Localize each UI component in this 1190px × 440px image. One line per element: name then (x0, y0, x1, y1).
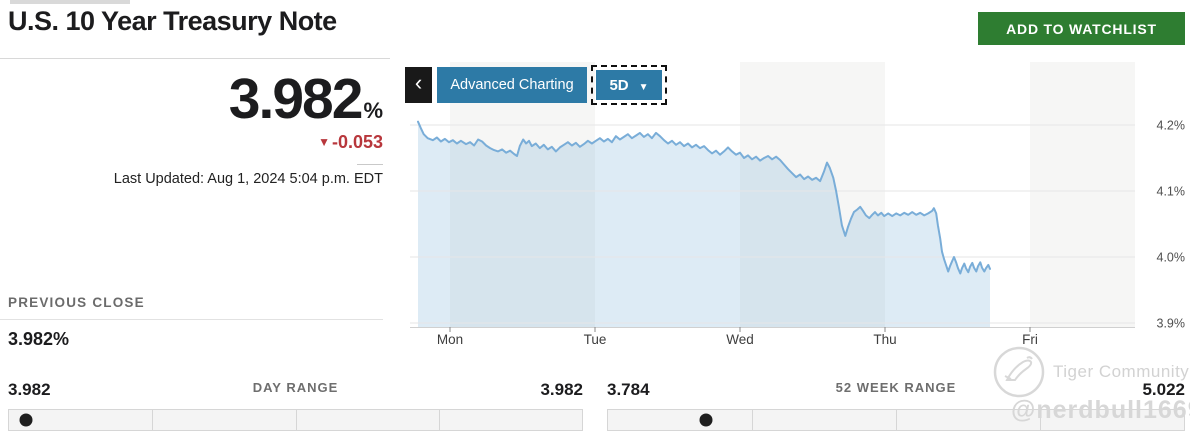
add-to-watchlist-button[interactable]: ADD TO WATCHLIST (978, 12, 1185, 45)
quote-unit: % (363, 98, 383, 123)
day-range-section: 3.982 DAY RANGE 3.982 (8, 380, 583, 431)
svg-text:3.9%: 3.9% (1157, 317, 1186, 331)
bar-divider (896, 410, 897, 430)
svg-text:Tue: Tue (584, 332, 607, 347)
svg-text:4.1%: 4.1% (1157, 185, 1186, 199)
previous-close-section: PREVIOUS CLOSE 3.982% (0, 295, 383, 350)
day-range-bar (8, 409, 583, 431)
quote-value-row: 3.982% (0, 67, 383, 131)
week52-range-label: 52 WEEK RANGE (835, 380, 957, 395)
svg-text:4.0%: 4.0% (1157, 251, 1186, 265)
top-strip (10, 0, 130, 4)
quote-change: ▼ -0.053 (0, 132, 383, 153)
bar-divider (152, 410, 154, 430)
bar-divider (295, 410, 297, 430)
watermark-brand: Tiger Community (1053, 362, 1190, 381)
chart-toolbar: ‹ Advanced Charting 5D ▼ (405, 65, 667, 105)
range-selector-dropdown[interactable]: 5D ▼ (596, 70, 662, 100)
chart-back-button[interactable]: ‹ (405, 67, 432, 103)
quote-change-value: -0.053 (331, 131, 383, 152)
down-arrow-icon: ▼ (318, 134, 330, 149)
svg-text:Mon: Mon (437, 332, 463, 347)
range-selector-focus-ring: 5D ▼ (591, 65, 667, 105)
day-range-label: DAY RANGE (252, 380, 339, 395)
svg-text:Fri: Fri (1022, 332, 1038, 347)
quote-value: 3.982 (228, 67, 364, 131)
svg-text:Wed: Wed (726, 332, 754, 347)
week52-range-bar (607, 409, 1185, 431)
previous-close-value: 3.982% (8, 329, 70, 349)
bar-divider (1040, 410, 1041, 430)
quote-block: 3.982% ▼ -0.053 Last Updated: Aug 1, 2024… (0, 67, 383, 187)
previous-close-label: PREVIOUS CLOSE (8, 295, 145, 310)
svg-text:4.2%: 4.2% (1157, 119, 1186, 133)
bar-divider (438, 410, 440, 430)
last-updated: Last Updated: Aug 1, 2024 5:04 p.m. EDT (113, 170, 383, 187)
week52-range-values: 3.784 52 WEEK RANGE 5.022 (607, 380, 1185, 400)
previous-close-divider (0, 319, 383, 320)
header-divider (0, 58, 390, 59)
day-range-marker (19, 413, 33, 427)
price-chart[interactable]: 4.2% 4.1% 4.0% 3.9% Mon Tue Wed Thu Fri (405, 60, 1190, 352)
week52-range-marker (699, 413, 713, 427)
week52-range-low: 3.784 (607, 380, 650, 399)
day-range-high: 3.982 (540, 380, 583, 399)
chevron-down-icon: ▼ (638, 81, 649, 93)
day-range-values: 3.982 DAY RANGE 3.982 (8, 380, 583, 400)
day-range-low: 3.982 (8, 380, 51, 399)
bar-divider (752, 410, 753, 430)
chart-area: 4.2% 4.1% 4.0% 3.9% Mon Tue Wed Thu Fri ‹ Advanc… (405, 60, 1190, 352)
svg-text:Thu: Thu (873, 332, 896, 347)
week52-range-high: 5.022 (1142, 380, 1185, 399)
advanced-charting-button[interactable]: Advanced Charting (437, 67, 587, 103)
page-title: U.S. 10 Year Treasury Note (8, 6, 337, 36)
range-selector-value: 5D (609, 76, 629, 94)
change-underline (357, 163, 383, 165)
week52-range-section: 3.784 52 WEEK RANGE 5.022 (607, 380, 1185, 431)
